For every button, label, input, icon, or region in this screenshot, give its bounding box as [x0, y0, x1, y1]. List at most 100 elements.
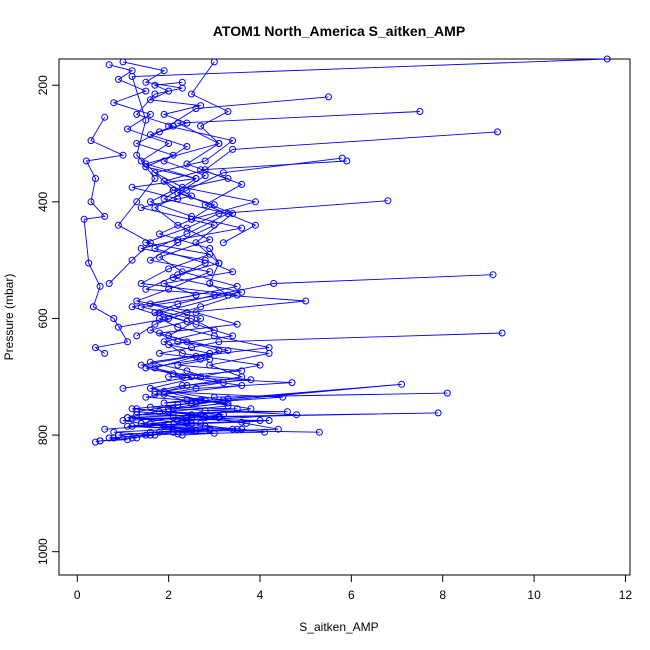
data-point	[156, 349, 163, 357]
data-point	[188, 344, 195, 352]
data-point	[206, 355, 214, 363]
data-point	[142, 431, 150, 439]
data-point	[133, 434, 141, 442]
data-point	[183, 309, 191, 317]
data-point	[274, 425, 282, 433]
data-point	[96, 437, 104, 445]
data-point	[96, 282, 104, 290]
data-point	[151, 309, 159, 317]
series-layer	[80, 55, 611, 446]
data-point	[494, 128, 501, 136]
data-point	[110, 99, 118, 107]
data-point	[146, 96, 154, 104]
data-point	[215, 259, 223, 267]
series-1	[96, 128, 501, 445]
series-11	[105, 61, 173, 287]
data-point	[165, 285, 173, 293]
data-point	[489, 271, 497, 279]
data-point	[215, 140, 223, 147]
data-point	[206, 236, 214, 244]
data-point	[151, 175, 159, 182]
data-point	[124, 422, 131, 430]
data-point	[238, 367, 246, 375]
data-point	[247, 376, 255, 384]
y-tick-label: 400	[36, 192, 50, 212]
data-point	[197, 102, 205, 110]
data-point	[210, 332, 218, 340]
data-point	[206, 280, 214, 287]
data-point	[192, 384, 200, 392]
data-point	[133, 110, 141, 118]
data-point	[146, 358, 154, 366]
data-point	[416, 108, 424, 115]
data-point	[151, 204, 159, 212]
data-point	[151, 90, 159, 98]
y-axis-label: Pressure (mbar)	[2, 274, 16, 361]
data-point	[146, 239, 154, 247]
data-point	[137, 280, 145, 287]
data-point	[338, 154, 346, 162]
data-point	[384, 197, 392, 205]
data-point	[498, 329, 506, 337]
data-point	[105, 61, 113, 69]
data-point	[206, 426, 214, 434]
data-point	[165, 373, 173, 381]
data-point	[146, 300, 154, 308]
data-point	[114, 221, 122, 229]
data-point	[156, 253, 163, 261]
data-point	[133, 140, 141, 147]
data-point	[105, 280, 113, 287]
data-point	[229, 425, 237, 433]
series-line	[95, 58, 608, 443]
data-point	[183, 396, 191, 404]
x-tick-label: 10	[527, 588, 541, 602]
series-line	[127, 332, 503, 433]
data-point	[201, 172, 209, 180]
data-point	[265, 344, 273, 352]
x-tick-label: 12	[619, 588, 633, 602]
data-point	[238, 224, 246, 232]
x-tick-label: 0	[74, 588, 81, 602]
data-point	[434, 409, 442, 417]
data-point	[128, 183, 136, 191]
series-5	[124, 329, 506, 436]
data-point	[169, 409, 177, 417]
series-line	[113, 200, 388, 439]
data-point	[192, 175, 200, 182]
data-point	[124, 414, 131, 422]
data-point	[256, 361, 264, 369]
y-axis: 200 400 600 800 1000	[36, 75, 60, 565]
y-tick-label: 800	[36, 425, 50, 445]
data-point	[156, 128, 163, 136]
data-point	[224, 395, 232, 403]
data-point	[201, 407, 209, 415]
series-line	[83, 117, 129, 354]
series-line	[108, 64, 170, 284]
data-point	[229, 332, 237, 340]
data-point	[92, 175, 99, 182]
data-point	[133, 332, 141, 340]
data-point	[283, 408, 291, 416]
data-point	[192, 397, 200, 405]
data-point	[201, 157, 209, 165]
data-point	[165, 87, 173, 95]
data-point	[137, 204, 145, 212]
data-point	[178, 78, 186, 86]
data-point	[114, 75, 122, 83]
data-point	[92, 344, 99, 352]
data-point	[128, 303, 136, 311]
data-point	[238, 180, 246, 188]
data-point	[238, 425, 246, 433]
data-point	[238, 418, 246, 426]
data-point	[201, 201, 209, 209]
data-point	[142, 163, 150, 171]
data-point	[174, 361, 182, 369]
data-point	[85, 259, 93, 267]
data-point	[165, 421, 173, 429]
data-point	[87, 137, 95, 145]
data-point	[224, 347, 232, 354]
data-point	[183, 367, 191, 375]
data-point	[270, 280, 278, 287]
data-point	[82, 157, 90, 165]
